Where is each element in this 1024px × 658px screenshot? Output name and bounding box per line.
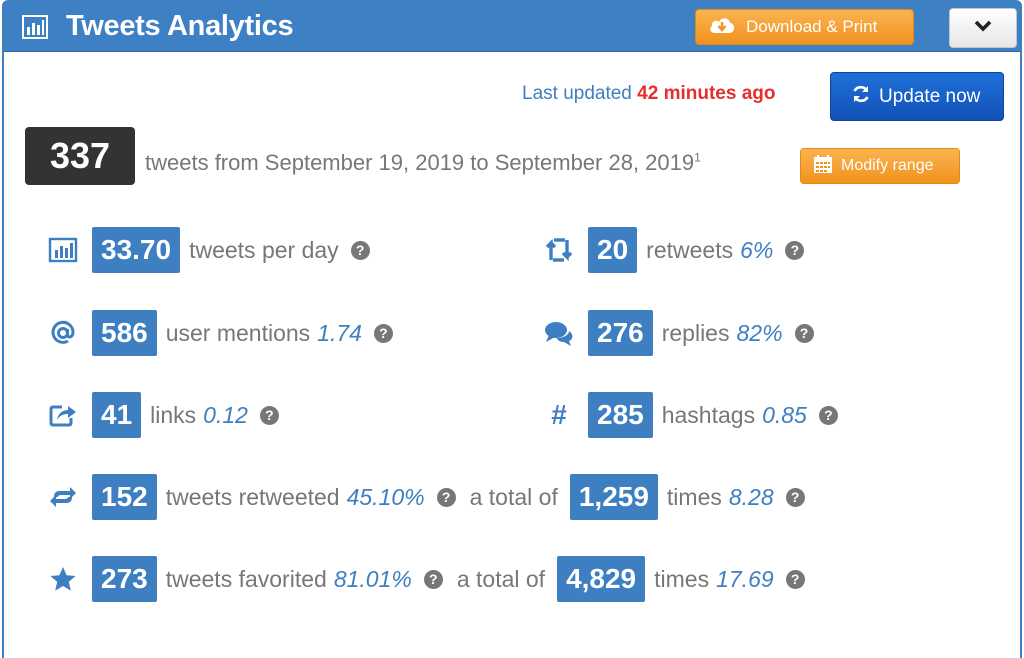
update-now-button[interactable]: Update now <box>830 72 1004 121</box>
tweets-favorited-percent: 81.01% <box>333 565 412 592</box>
tweets-retweeted-value: 152 <box>92 474 157 520</box>
chevron-down-icon <box>974 19 992 38</box>
stat-replies: 276 replies 82% ? <box>542 310 814 356</box>
stat-tweets-retweeted: 152 tweets retweeted 45.10% ? a total of… <box>46 474 805 520</box>
comments-icon <box>542 318 576 348</box>
at-icon <box>46 318 80 348</box>
star-icon <box>46 564 80 594</box>
times-label: times <box>666 483 722 510</box>
options-dropdown-button[interactable] <box>949 8 1017 48</box>
user-mentions-value: 586 <box>92 310 157 356</box>
modify-range-button[interactable]: Modify range <box>800 148 960 184</box>
refresh-icon <box>851 84 879 110</box>
retweet-small-icon <box>46 482 80 512</box>
total-of-label: a total of <box>469 483 558 510</box>
help-icon[interactable]: ? <box>350 240 370 260</box>
last-updated-value: 42 minutes ago <box>637 83 776 104</box>
retweets-value: 20 <box>588 227 638 273</box>
replies-percent: 82% <box>736 319 783 346</box>
retweet-icon <box>542 235 576 265</box>
user-mentions-label: user mentions <box>165 319 311 346</box>
stat-links: 41 links 0.12 ? <box>46 392 279 438</box>
links-label: links <box>150 401 197 428</box>
links-value: 41 <box>92 392 142 438</box>
panel-header: Tweets Analytics Download & Print <box>4 2 1020 52</box>
tweets-retweeted-label: tweets retweeted <box>165 483 340 510</box>
update-now-label: Update now <box>879 85 981 107</box>
hashtags-value: 285 <box>588 392 653 438</box>
stat-hashtags: # 285 hashtags 0.85 ? <box>542 392 838 438</box>
help-icon[interactable]: ? <box>423 569 443 589</box>
tweets-favorited-label: tweets favorited <box>165 565 327 592</box>
help-icon[interactable]: ? <box>785 569 805 589</box>
total-of-label: a total of <box>456 565 546 592</box>
hashtags-label: hashtags <box>661 401 756 428</box>
times-label: times <box>654 565 710 592</box>
modify-range-label: Modify range <box>841 157 934 174</box>
replies-value: 276 <box>588 310 653 356</box>
tweets-per-day-value: 33.70 <box>92 227 181 273</box>
hashtags-ratio: 0.85 <box>762 401 807 428</box>
share-icon <box>46 400 80 430</box>
retweets-times-ratio: 8.28 <box>728 483 774 510</box>
bar-chart-icon <box>46 235 80 265</box>
help-icon[interactable]: ? <box>785 240 805 260</box>
retweets-label: retweets <box>646 236 734 263</box>
date-range-footnote: 1 <box>694 150 701 165</box>
date-range-text: tweets from September 19, 2019 to Septem… <box>145 150 701 176</box>
download-print-label: Download & Print <box>746 17 878 36</box>
links-ratio: 0.12 <box>203 401 248 428</box>
user-mentions-ratio: 1.74 <box>317 319 362 346</box>
help-icon[interactable]: ? <box>373 323 393 343</box>
total-tweets-count: 337 <box>25 127 135 185</box>
hashtag-symbol: # <box>551 399 567 430</box>
download-print-button[interactable]: Download & Print <box>695 9 914 45</box>
tweets-retweeted-percent: 45.10% <box>346 483 425 510</box>
panel-title: Tweets Analytics <box>66 10 294 42</box>
last-updated-prefix: Last updated <box>522 83 632 104</box>
help-icon[interactable]: ? <box>785 487 805 507</box>
help-icon[interactable]: ? <box>436 487 456 507</box>
calendar-icon <box>813 154 841 179</box>
retweets-percent: 6% <box>740 236 774 263</box>
favorites-total-value: 4,829 <box>557 556 646 602</box>
stat-tweets-per-day: 33.70 tweets per day ? <box>46 227 370 273</box>
last-updated-text: Last updated 42 minutes ago <box>522 83 775 105</box>
cloud-download-icon <box>708 14 746 41</box>
stat-tweets-favorited: 273 tweets favorited 81.01% ? a total of… <box>46 556 805 602</box>
bar-chart-icon <box>22 15 48 39</box>
replies-label: replies <box>661 319 730 346</box>
help-icon[interactable]: ? <box>259 405 279 425</box>
tweets-per-day-label: tweets per day <box>189 236 339 263</box>
tweets-favorited-value: 273 <box>92 556 157 602</box>
stat-user-mentions: 586 user mentions 1.74 ? <box>46 310 393 356</box>
hashtag-icon: # <box>542 399 576 430</box>
date-range-label: tweets from September 19, 2019 to Septem… <box>145 150 695 175</box>
help-icon[interactable]: ? <box>794 323 814 343</box>
retweets-total-value: 1,259 <box>569 474 658 520</box>
favorites-times-ratio: 17.69 <box>716 565 774 592</box>
help-icon[interactable]: ? <box>818 405 838 425</box>
stat-retweets: 20 retweets 6% ? <box>542 227 805 273</box>
